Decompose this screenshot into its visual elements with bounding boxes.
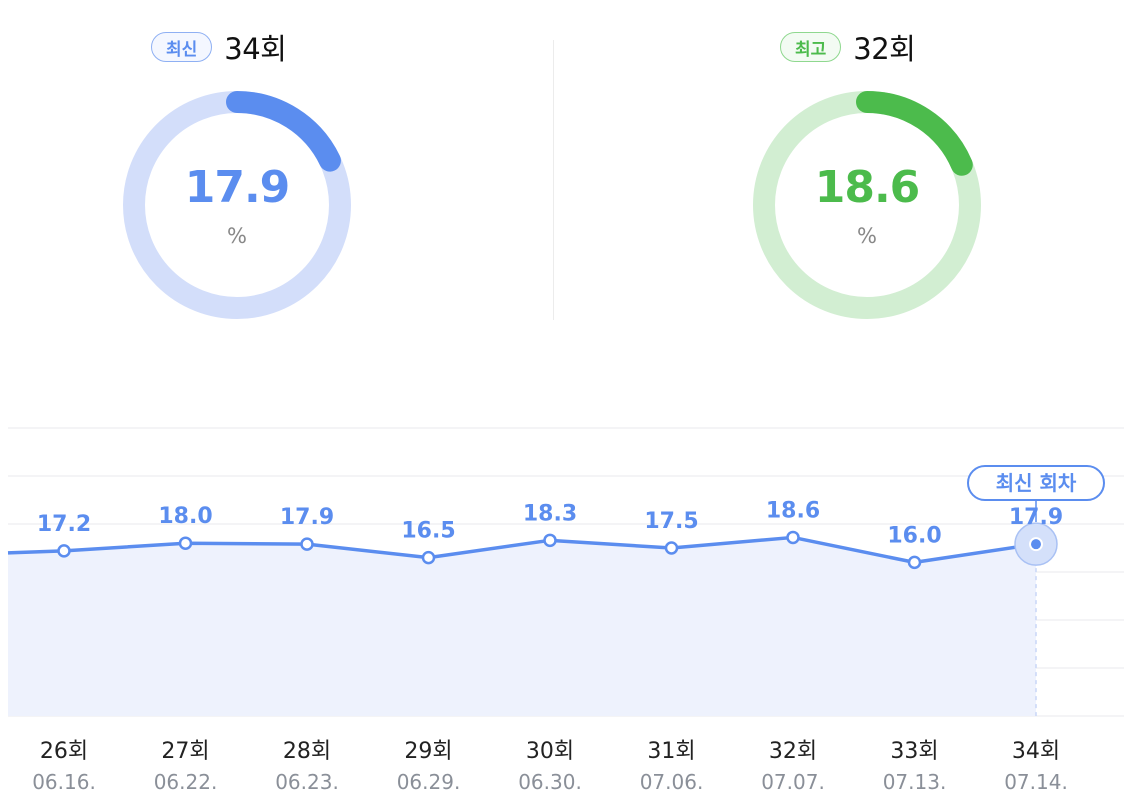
best-value: 18.6: [814, 162, 921, 213]
best-badge: 최고: [780, 32, 842, 62]
panel-divider: [553, 40, 554, 320]
x-tick-date: 06.30.: [518, 770, 582, 794]
data-point: [421, 550, 436, 565]
x-tick-round: 32회: [769, 739, 817, 764]
latest-gauge-ring: [123, 91, 351, 319]
latest-unit: %: [227, 224, 247, 248]
data-label: 18.0: [158, 504, 212, 529]
latest-round: 34회: [224, 32, 287, 66]
latest-panel: 최신 34회 17.9 %: [0, 0, 560, 340]
rating-trend-chart: 17.2 18.0 17.916.518.3 17.5 18.616.017.9최신 회…: [7, 427, 1124, 794]
x-tick-round: 29회: [404, 739, 452, 764]
latest-gauge-arc: [123, 91, 351, 319]
latest-round-callout-label: 최신 회차: [996, 471, 1077, 495]
best-panel: 최고 32회 18.6 %: [566, 0, 1126, 340]
data-label: 17.2: [37, 512, 91, 537]
x-tick-date: 07.14.: [1004, 770, 1068, 794]
best-gauge-ring: [753, 91, 981, 319]
data-label: 18.6: [766, 498, 820, 523]
latest-badge: 최신: [151, 32, 213, 62]
x-tick-round: 27회: [161, 739, 209, 764]
x-tick-round: 31회: [647, 739, 695, 764]
latest-gauge: 17.9 %: [122, 90, 352, 320]
latest-header: 최신 34회: [151, 26, 287, 68]
x-tick-date: 07.07.: [761, 770, 825, 794]
data-point: [664, 541, 679, 555]
data-label: 18.3: [523, 501, 577, 526]
data-point: [1029, 537, 1043, 552]
data-label: 17.5: [644, 509, 698, 534]
data-point: [907, 555, 922, 570]
rating-summary: 최신 34회 17.9 % 최고 32회 18.6 %: [0, 0, 1132, 340]
latest-round-callout: [967, 465, 1105, 501]
area-fill: [8, 537, 1036, 716]
x-tick-round: 33회: [890, 739, 938, 764]
x-tick-date: 06.23.: [275, 770, 339, 794]
x-tick-date: 06.22.: [154, 770, 218, 794]
best-round: 32회: [853, 32, 916, 66]
x-tick-date: 07.06.: [640, 770, 704, 794]
x-tick-date: 06.16.: [32, 770, 96, 794]
x-tick-date: 06.29.: [397, 770, 461, 794]
x-tick-date: 07.13.: [883, 770, 947, 794]
best-gauge-arc: [753, 91, 981, 319]
series-line: [7, 535, 1037, 565]
data-label: 16.0: [887, 523, 941, 548]
data-point: [786, 530, 800, 545]
data-label: 17.9: [280, 505, 334, 530]
data-point: [300, 537, 314, 551]
x-tick-round: 30회: [526, 739, 574, 764]
best-header: 최고 32회: [780, 26, 916, 68]
data-point: [543, 533, 557, 548]
x-tick-round: 28회: [283, 739, 331, 764]
data-point: [178, 536, 193, 550]
data-label: 16.5: [401, 519, 455, 544]
x-tick-round: 34회: [1012, 739, 1060, 764]
x-tick-round: 26회: [40, 739, 88, 764]
data-point: [57, 544, 71, 558]
best-gauge: 18.6 %: [752, 90, 982, 320]
latest-value: 17.9: [184, 162, 291, 213]
best-unit: %: [857, 224, 877, 248]
